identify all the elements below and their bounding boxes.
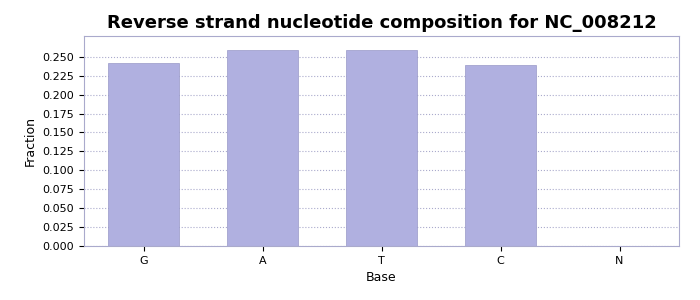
Bar bbox=[465, 65, 536, 246]
Y-axis label: Fraction: Fraction bbox=[24, 116, 37, 166]
Bar bbox=[227, 50, 298, 246]
Title: Reverse strand nucleotide composition for NC_008212: Reverse strand nucleotide composition fo… bbox=[106, 14, 657, 32]
X-axis label: Base: Base bbox=[366, 271, 397, 284]
Bar bbox=[346, 50, 417, 246]
Bar bbox=[108, 63, 179, 246]
